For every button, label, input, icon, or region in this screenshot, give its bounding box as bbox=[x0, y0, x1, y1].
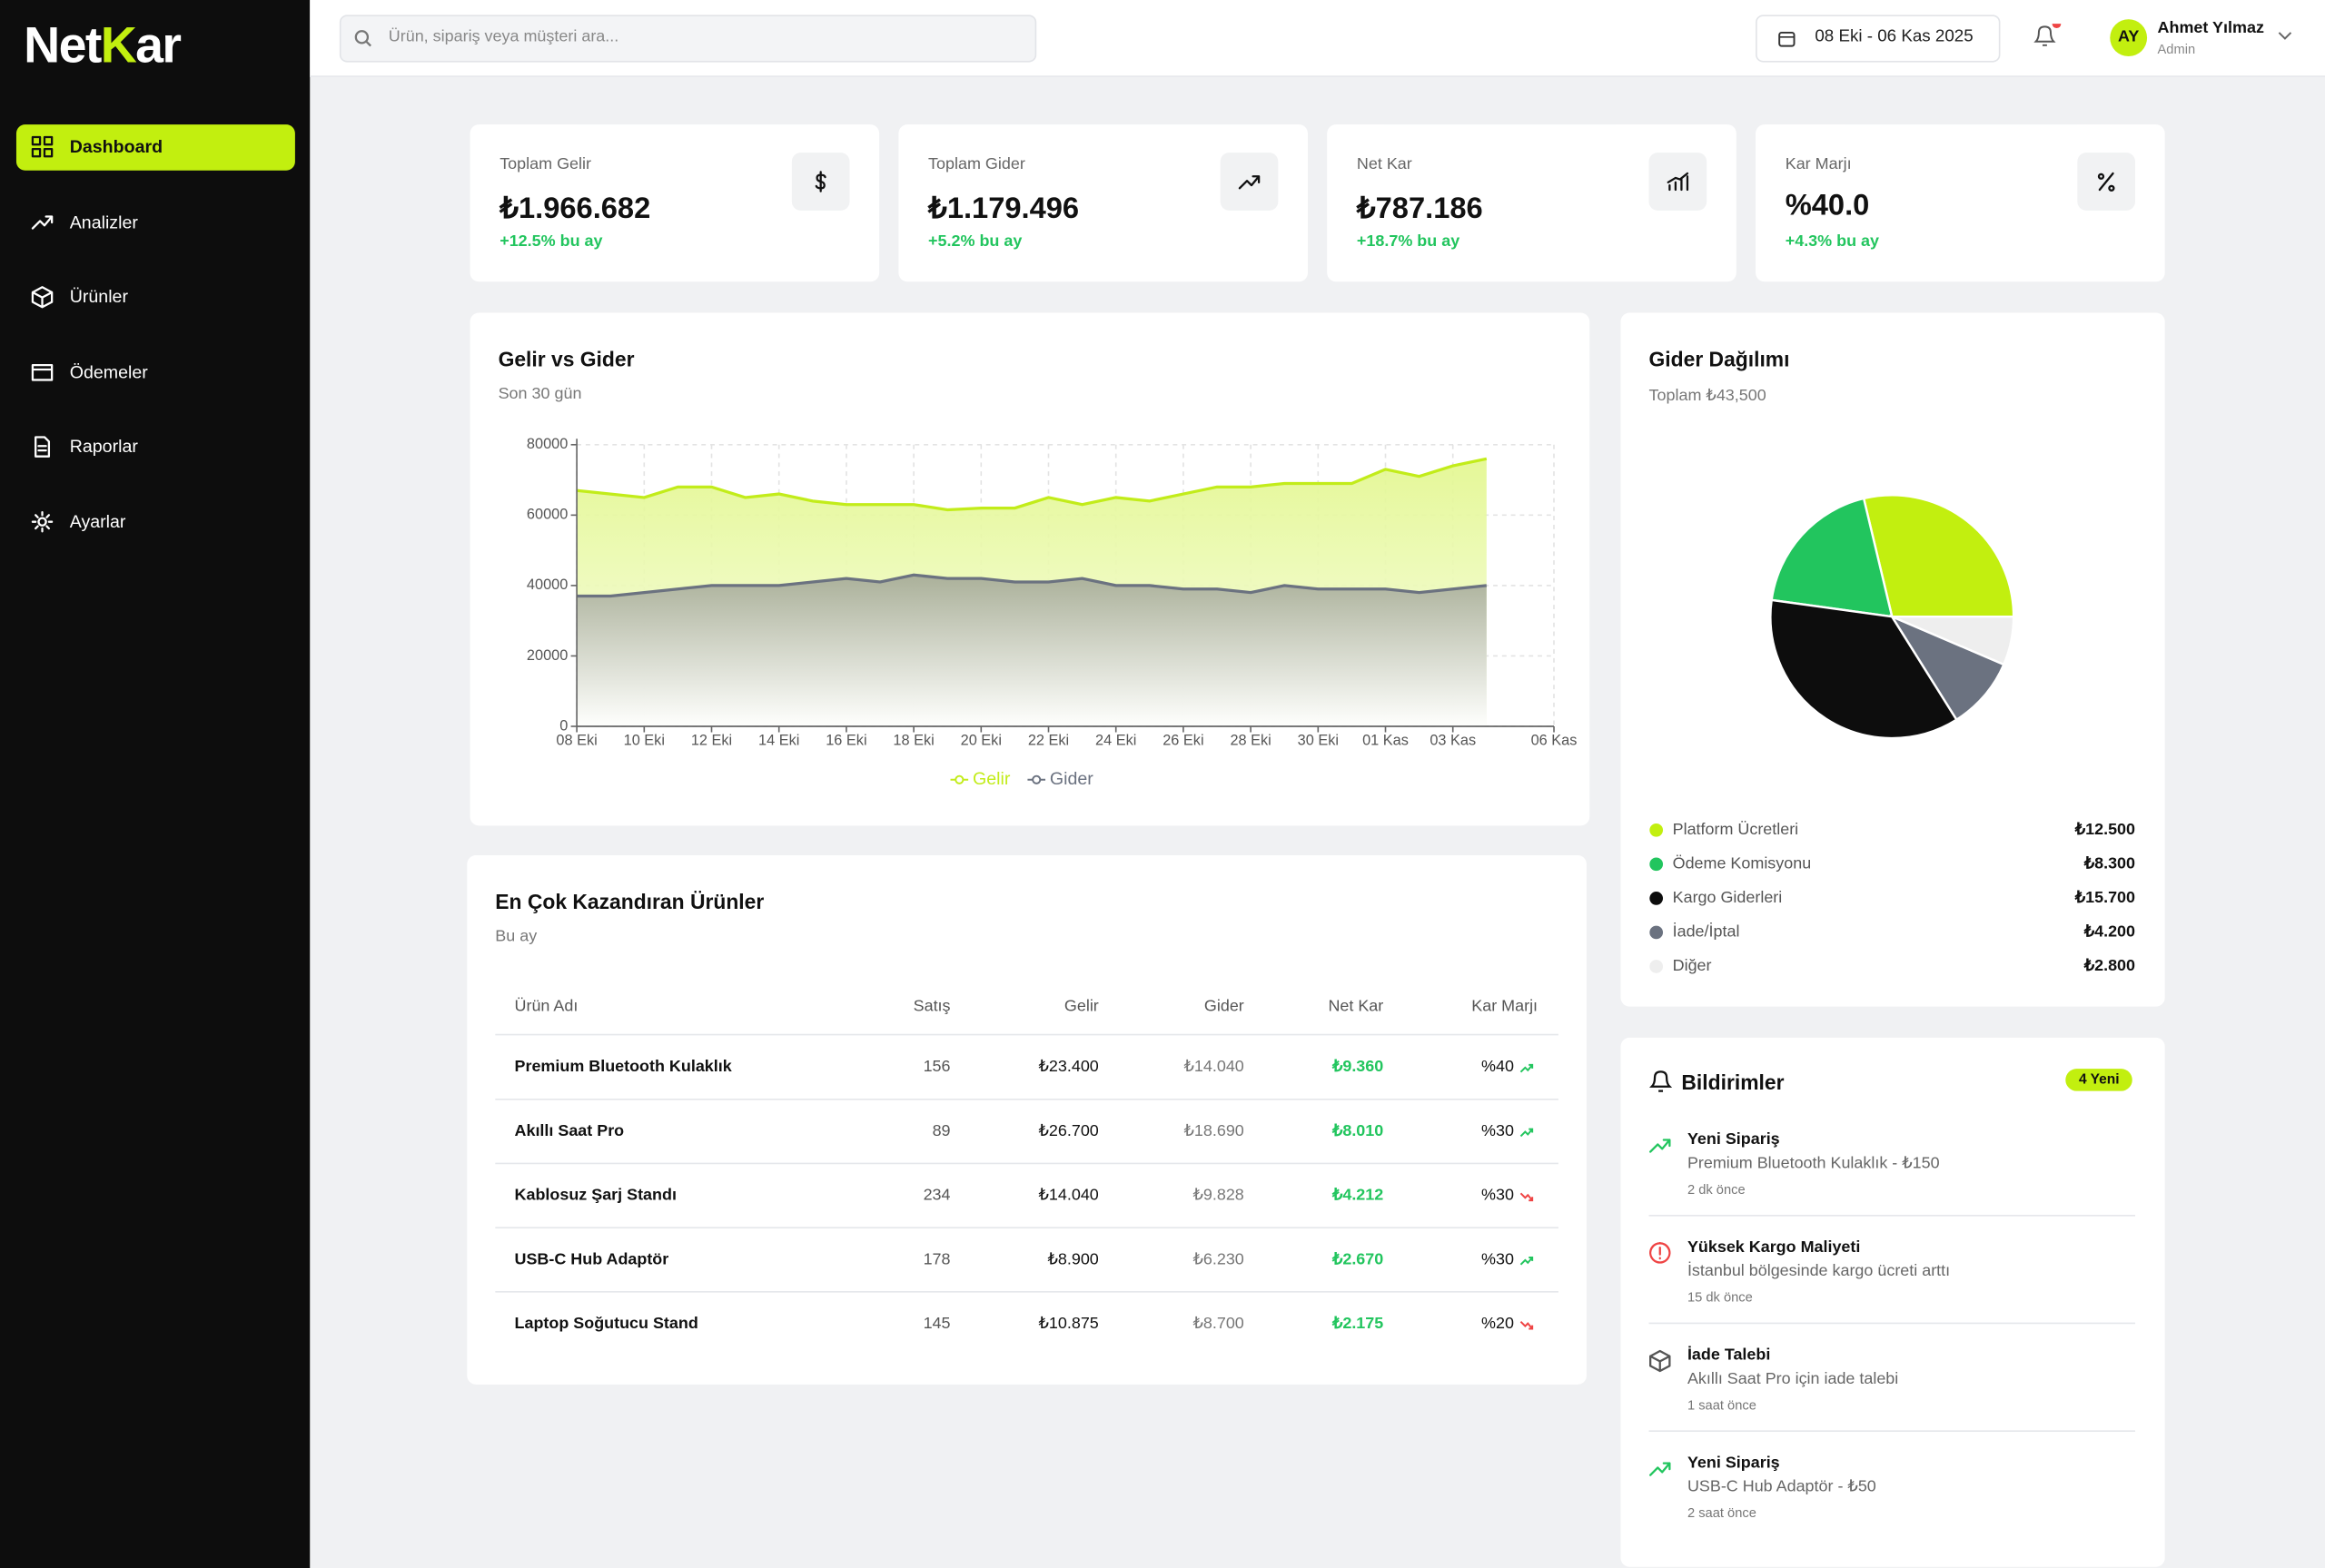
kpi-value: ₺1.179.496 bbox=[928, 192, 1080, 226]
kpi-value: %40.0 bbox=[1785, 189, 1870, 222]
search-placeholder: Ürün, sipariş veya müşteri ara... bbox=[388, 28, 619, 46]
kpi-value: ₺787.186 bbox=[1356, 192, 1483, 226]
kpi-change: +18.7% bu ay bbox=[1356, 232, 1460, 251]
nav-item[interactable]: Ödemeler bbox=[69, 361, 148, 382]
kpi-label: Toplam Gelir bbox=[500, 155, 592, 174]
sidebar bbox=[0, 0, 311, 1568]
nav-item[interactable]: Dashboard bbox=[69, 136, 163, 158]
kpi-change: +4.3% bu ay bbox=[1785, 232, 1880, 251]
bell-icon[interactable] bbox=[2032, 24, 2062, 50]
nav-item[interactable]: Ayarlar bbox=[69, 511, 126, 533]
user-role: Admin bbox=[2157, 41, 2196, 57]
line-subtitle: Son 30 gün bbox=[498, 385, 582, 404]
date-range[interactable]: 08 Eki - 06 Kas 2025 bbox=[1756, 15, 2001, 63]
avatar[interactable]: AY bbox=[2110, 19, 2148, 57]
kpi-change: +5.2% bu ay bbox=[928, 232, 1023, 251]
pie-title: Gider Dağılımı bbox=[1648, 347, 1790, 371]
line-card bbox=[470, 312, 1590, 826]
kpi-icon-box bbox=[1220, 153, 1279, 211]
table-title: En Çok Kazandıran Ürünler bbox=[495, 889, 765, 913]
nav-active-bg[interactable] bbox=[15, 124, 295, 171]
calendar-icon bbox=[1778, 31, 1796, 47]
kpi-label: Net Kar bbox=[1356, 155, 1412, 174]
logo-part: ar bbox=[135, 17, 182, 74]
kpi-label: Kar Marjı bbox=[1785, 155, 1852, 174]
kpi-change: +12.5% bu ay bbox=[500, 232, 603, 251]
kpi-value: ₺1.966.682 bbox=[500, 192, 651, 226]
notification-card bbox=[1620, 1037, 2165, 1567]
line-title: Gelir vs Gider bbox=[498, 347, 635, 371]
table-subtitle: Bu ay bbox=[495, 928, 538, 946]
kpi-icon-box bbox=[2077, 153, 2136, 211]
date-range-text: 08 Eki - 06 Kas 2025 bbox=[1815, 28, 1974, 46]
search-box[interactable]: Ürün, sipariş veya müşteri ara... bbox=[339, 15, 1037, 63]
logo-part: K bbox=[100, 17, 137, 74]
chevron[interactable] bbox=[2278, 31, 2292, 43]
bell-icon bbox=[1649, 1070, 1673, 1092]
nav-item[interactable]: Ürünler bbox=[69, 286, 128, 308]
notification-badge: 4 Yeni bbox=[2065, 1069, 2133, 1091]
user-name: Ahmet Yılmaz bbox=[2157, 19, 2264, 37]
nav-item[interactable]: Raporlar bbox=[69, 436, 138, 458]
pie-card bbox=[1620, 312, 2165, 1007]
kpi-icon-box bbox=[791, 153, 850, 211]
kpi-label: Toplam Gider bbox=[928, 155, 1025, 174]
logo: NetKar bbox=[24, 17, 182, 76]
logo-part: Net bbox=[24, 17, 102, 74]
kpi-icon-box bbox=[1648, 153, 1707, 211]
table-card bbox=[467, 855, 1587, 1385]
search-icon bbox=[354, 30, 371, 47]
pie-subtitle: Toplam ₺43,500 bbox=[1648, 387, 1766, 405]
nav-item[interactable]: Analizler bbox=[69, 211, 138, 232]
notification-title: Bildirimler bbox=[1681, 1070, 1785, 1094]
